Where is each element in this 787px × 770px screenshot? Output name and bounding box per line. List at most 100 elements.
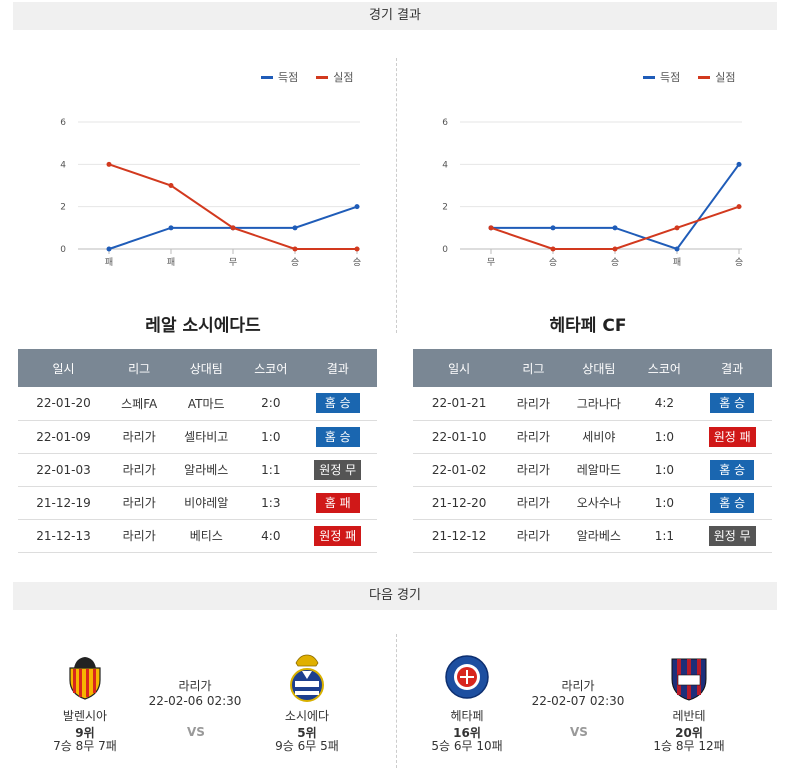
getafe-crest-icon[interactable] bbox=[444, 654, 490, 700]
legend-conceded: 실점 bbox=[698, 69, 736, 85]
x-tick-label: 승 bbox=[353, 257, 361, 268]
data-point bbox=[550, 246, 556, 252]
legend-scored-label: 득점 bbox=[660, 71, 681, 84]
row-date: 21-12-19 bbox=[18, 486, 110, 520]
data-point bbox=[168, 183, 174, 188]
x-tick-label: 승 bbox=[291, 257, 299, 268]
row-result: 원정 무 bbox=[692, 519, 772, 553]
x-tick-label: 승 bbox=[549, 257, 557, 268]
team-title-right: 헤타페 CF bbox=[549, 316, 627, 336]
row-date: 22-01-03 bbox=[18, 453, 110, 487]
row-score: 4:0 bbox=[243, 519, 299, 553]
x-tick-label: 승 bbox=[735, 257, 743, 268]
x-tick-label: 패 bbox=[167, 257, 175, 268]
data-point bbox=[292, 246, 298, 252]
data-point bbox=[488, 225, 494, 231]
data-point bbox=[106, 246, 112, 252]
table-header-row: 일시 리그 상대팀 스코어 결과 bbox=[18, 349, 377, 387]
chart-legend-left: 득점 실점 bbox=[261, 69, 354, 85]
result-badge: 홈 승 bbox=[315, 393, 360, 414]
data-point bbox=[230, 225, 236, 231]
row-result: 홈 승 bbox=[692, 387, 772, 421]
row-result: 홈 승 bbox=[298, 387, 377, 421]
data-point bbox=[612, 246, 618, 252]
row-opponent[interactable]: 세비야 bbox=[561, 420, 637, 454]
row-opponent[interactable]: AT마드 bbox=[169, 387, 244, 421]
table-row: 21-12-13 라리가 베티스 4:0 원정 패 bbox=[18, 519, 377, 553]
legend-scored: 득점 bbox=[261, 69, 298, 85]
legend-scored-swatch bbox=[261, 75, 273, 79]
match-league: 라리가 bbox=[561, 679, 595, 693]
result-badge: 홈 승 bbox=[315, 426, 360, 447]
data-point bbox=[292, 225, 298, 231]
home-team-rank: 9위 bbox=[75, 726, 95, 740]
legend-conceded: 실점 bbox=[316, 69, 354, 85]
table-row: 22-01-02 라리가 레알마드 1:0 홈 승 bbox=[413, 453, 772, 487]
real-sociedad-crest-icon[interactable] bbox=[286, 653, 328, 703]
legend-scored: 득점 bbox=[643, 69, 680, 85]
row-opponent[interactable]: 레알마드 bbox=[561, 453, 637, 487]
away-team-record: 9승 6무 5패 bbox=[275, 739, 339, 753]
away-team-name[interactable]: 소시에다 bbox=[284, 709, 330, 723]
row-opponent[interactable]: 셀타비고 bbox=[169, 420, 244, 454]
col-score: 스코어 bbox=[636, 349, 693, 387]
vs-label: VS bbox=[187, 725, 205, 739]
row-opponent[interactable]: 알라베스 bbox=[169, 453, 244, 487]
result-badge: 원정 무 bbox=[708, 525, 756, 546]
data-point bbox=[736, 161, 742, 167]
home-team-name[interactable]: 헤타페 bbox=[450, 709, 484, 723]
row-score: 1:0 bbox=[636, 420, 693, 454]
row-opponent[interactable]: 비야레알 bbox=[169, 486, 244, 520]
home-team-rank: 16위 bbox=[453, 726, 481, 740]
data-point bbox=[736, 204, 742, 210]
next-match-section-header: 다음 경기 bbox=[13, 582, 777, 610]
row-opponent[interactable]: 그라나다 bbox=[561, 387, 637, 421]
row-date: 22-01-02 bbox=[413, 453, 506, 487]
y-tick-label: 4 bbox=[60, 160, 66, 170]
row-opponent[interactable]: 베티스 bbox=[169, 519, 244, 553]
away-team-record: 1승 8무 12패 bbox=[653, 739, 725, 753]
x-tick-label: 무 bbox=[487, 257, 495, 268]
row-date: 22-01-09 bbox=[18, 420, 110, 454]
result-badge: 홈 패 bbox=[315, 492, 360, 513]
home-team-record: 7승 8무 7패 bbox=[53, 739, 117, 753]
legend-scored-swatch bbox=[643, 75, 655, 79]
col-result: 결과 bbox=[298, 349, 377, 387]
x-tick-label: 승 bbox=[611, 257, 619, 268]
table-row: 21-12-12 라리가 알라베스 1:1 원정 무 bbox=[413, 519, 772, 553]
row-result: 홈 승 bbox=[298, 420, 377, 454]
row-result: 홈 승 bbox=[692, 453, 772, 487]
data-point bbox=[354, 204, 360, 210]
data-point bbox=[612, 225, 618, 231]
data-point bbox=[674, 246, 680, 252]
match-league: 라리가 bbox=[178, 679, 212, 693]
results-section-header: 경기 결과 bbox=[13, 2, 777, 30]
valencia-crest-icon[interactable] bbox=[66, 654, 104, 700]
result-badge: 원정 무 bbox=[314, 459, 362, 480]
y-tick-label: 0 bbox=[60, 245, 66, 255]
col-date: 일시 bbox=[18, 349, 110, 387]
x-tick-label: 무 bbox=[229, 257, 237, 268]
away-team-name[interactable]: 레반테 bbox=[672, 709, 706, 723]
row-score: 1:1 bbox=[636, 519, 693, 553]
row-opponent[interactable]: 오사수나 bbox=[561, 486, 637, 520]
table-row: 21-12-20 라리가 오사수나 1:0 홈 승 bbox=[413, 486, 772, 520]
row-score: 1:0 bbox=[636, 453, 693, 487]
row-result: 원정 무 bbox=[298, 453, 377, 487]
row-opponent[interactable]: 알라베스 bbox=[561, 519, 637, 553]
y-tick-label: 6 bbox=[442, 118, 448, 128]
match-datetime: 22-02-07 02:30 bbox=[531, 694, 625, 708]
match-datetime: 22-02-06 02:30 bbox=[148, 694, 242, 708]
x-tick-label: 패 bbox=[105, 257, 113, 268]
legend-conceded-label: 실점 bbox=[715, 71, 736, 84]
legend-scored-label: 득점 bbox=[278, 71, 299, 84]
row-result: 원정 패 bbox=[692, 420, 772, 454]
data-point bbox=[674, 225, 680, 231]
levante-crest-icon[interactable] bbox=[668, 653, 710, 701]
row-date: 21-12-13 bbox=[18, 519, 110, 553]
home-team-name[interactable]: 발렌시아 bbox=[62, 709, 108, 723]
y-tick-label: 0 bbox=[442, 245, 448, 255]
table-row: 21-12-19 라리가 비야레알 1:3 홈 패 bbox=[18, 486, 377, 520]
form-chart-left: 6 4 2 0 패 패 무 승 승 bbox=[60, 118, 361, 268]
vs-label: VS bbox=[570, 725, 588, 739]
